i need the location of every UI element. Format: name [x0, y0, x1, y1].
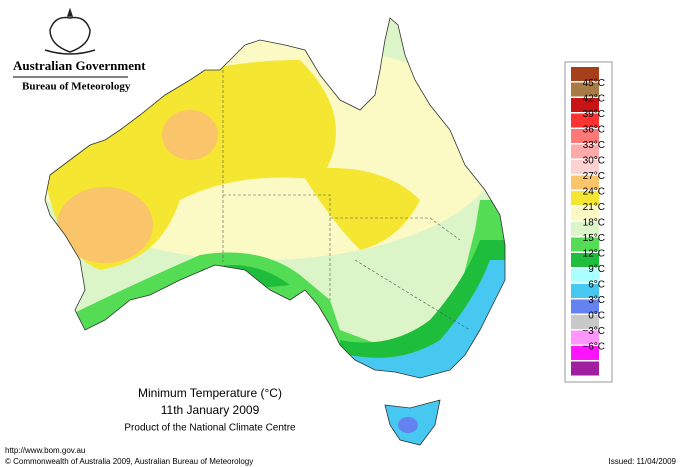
legend-swatch [571, 253, 599, 267]
legend-label: 15°C [583, 233, 605, 244]
coastline [44, 17, 506, 446]
legend-label: 42°C [583, 94, 605, 105]
bureau: Bureau of Meteorology [22, 81, 131, 93]
map-date: 11th January 2009 [161, 403, 260, 417]
footer-issued: Issued: 11/04/2009 [609, 457, 677, 466]
legend-swatch [571, 284, 599, 298]
footer-url: http://www.bom.gov.au [5, 446, 85, 455]
legend-swatch [571, 113, 599, 128]
legend-label: 27°C [583, 171, 605, 182]
legend-swatch [571, 222, 599, 236]
legend-swatch [571, 315, 599, 329]
legend-swatch [571, 268, 599, 283]
legend-label: 33°C [583, 140, 605, 151]
map-product: Product of the National Climate Centre [124, 423, 296, 434]
legend-swatch [571, 144, 599, 159]
legend-swatch [571, 160, 599, 174]
legend: 45°C 42°C 39°C 36°C 33°C 30°C 27°C 24°C 21°C 18°C… [571, 67, 605, 376]
legend-swatch [571, 206, 599, 221]
legend-label: 9°C [588, 264, 605, 275]
legend-swatch [571, 191, 599, 205]
legend-label: 6°C [588, 280, 605, 291]
legend-swatch [571, 98, 599, 112]
legend-swatch [571, 346, 599, 360]
legend-label: 45°C [583, 78, 605, 89]
legend-swatch [571, 129, 599, 143]
map-title: Minimum Temperature (°C) [138, 386, 282, 400]
state-borders [222, 70, 471, 331]
legend-label: 21°C [583, 202, 605, 213]
legend-label: 24°C [583, 187, 605, 198]
legend-swatch [571, 237, 599, 252]
legend-swatch [571, 67, 599, 81]
legend-label: −6°C [582, 342, 605, 353]
emblem [44, 7, 96, 55]
legend-swatch [571, 82, 599, 97]
government: Australian Government [13, 58, 146, 73]
legend-swatch [571, 361, 599, 376]
legend-label: 3°C [588, 295, 605, 306]
legend-label: 0°C [588, 311, 605, 322]
legend-label: 39°C [583, 109, 605, 120]
legend-swatch [571, 175, 599, 190]
legend-label: 12°C [583, 249, 605, 260]
legend-label: 36°C [583, 125, 605, 136]
footer-copyright: © Commonwealth of Australia 2009, Austra… [5, 457, 253, 466]
legend-swatch [571, 330, 599, 345]
legend-swatch [571, 299, 599, 314]
legend-label: 30°C [583, 156, 605, 167]
legend-label: 18°C [583, 218, 605, 229]
legend-label: −3°C [582, 326, 605, 337]
